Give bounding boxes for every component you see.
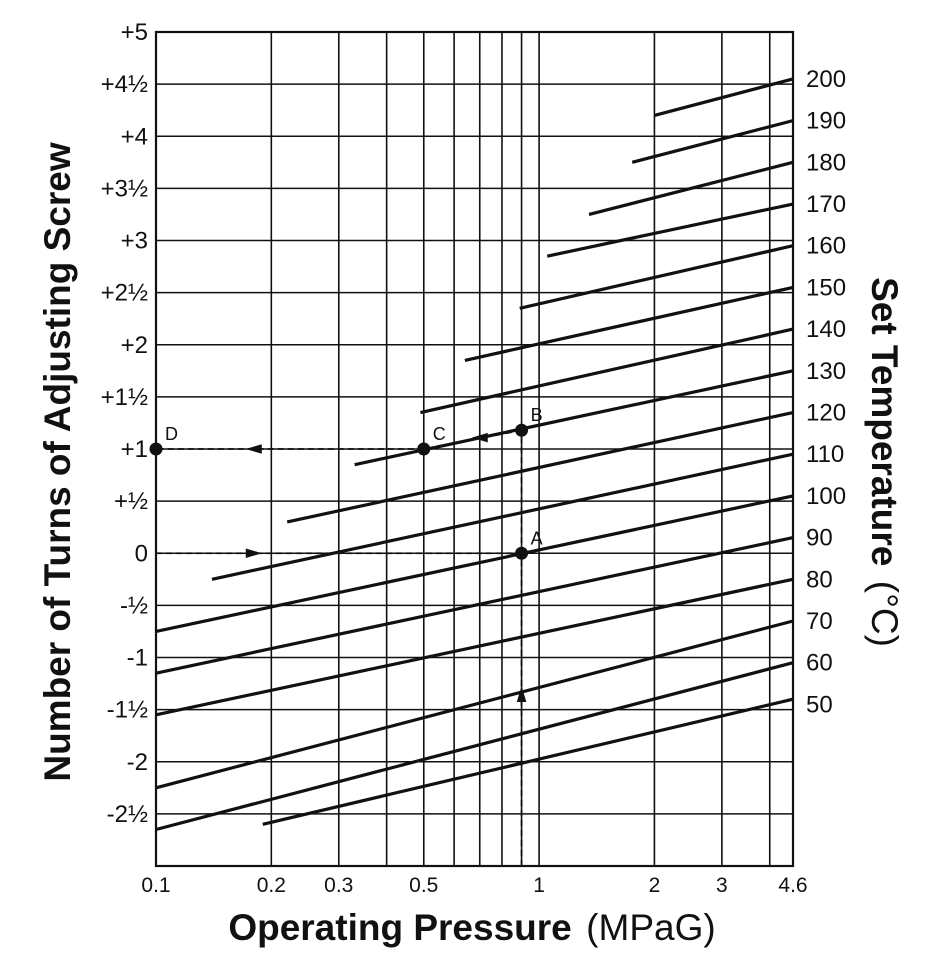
temperature-label-60: 60 <box>806 650 833 677</box>
y-tick-label: +4½ <box>101 71 148 98</box>
point-a <box>515 546 529 560</box>
temperature-label-140: 140 <box>806 316 846 343</box>
series-line-150 <box>464 285 794 362</box>
temperature-label-80: 80 <box>806 566 833 593</box>
x-tick-label: 4.6 <box>778 874 807 897</box>
guide-arrow <box>245 548 262 559</box>
point-label-c: C <box>433 424 446 444</box>
y-tick-label: +1½ <box>101 384 148 411</box>
y-tick-label: +2 <box>121 332 148 359</box>
temperature-label-100: 100 <box>806 483 846 510</box>
series-line-160 <box>519 244 794 310</box>
temperature-label-50: 50 <box>806 691 833 718</box>
temperature-label-200: 200 <box>806 66 846 93</box>
x-axis-label: Operating Pressure <box>228 907 571 948</box>
temperature-label-190: 190 <box>806 108 846 135</box>
series-line-70 <box>155 619 794 790</box>
y-tick-label: -2 <box>127 749 148 776</box>
series-line-180 <box>588 160 794 216</box>
x-axis-unit: (MPaG) <box>586 907 716 948</box>
temperature-label-130: 130 <box>806 358 846 385</box>
y-tick-label: +3½ <box>101 175 148 202</box>
series-line-110 <box>211 452 794 581</box>
y-tick-label: +4 <box>121 123 148 150</box>
y-tick-label: -1 <box>127 645 148 672</box>
set-temperature-axis-title: Set Temperature (°C) <box>864 277 905 647</box>
temperature-label-70: 70 <box>806 608 833 635</box>
y-tick-labels: +5 +4½ +4 +3½ +3 +2½ +2 +1½ +1 +½ 0 -½ -1 -1½ -2 -2½ <box>101 19 148 828</box>
y-axis-title: Number of Turns of Adjusting Screw <box>37 142 78 782</box>
point-b <box>515 423 529 437</box>
x-tick-label: 0.3 <box>324 874 353 897</box>
series-line-170 <box>546 202 794 258</box>
series-line-200 <box>654 77 794 117</box>
y-tick-label: +5 <box>121 19 148 46</box>
temperature-label-120: 120 <box>806 400 846 427</box>
y-tick-label: 0 <box>135 540 148 567</box>
y-tick-label: +½ <box>114 488 148 515</box>
series-line-90 <box>155 536 794 675</box>
guide-lines <box>156 429 527 866</box>
guide-arrow <box>245 444 262 454</box>
series-line-190 <box>631 119 794 164</box>
marked-points: A B C D <box>149 405 543 560</box>
y-tick-label: -1½ <box>107 697 148 724</box>
guide-line <box>423 429 522 450</box>
x-tick-label: 0.1 <box>141 874 170 897</box>
point-c <box>417 442 431 456</box>
series-line-60 <box>155 661 794 832</box>
y-tick-label: +1 <box>121 436 148 463</box>
temperature-label-160: 160 <box>806 233 846 260</box>
temperature-label-180: 180 <box>806 149 846 176</box>
guide-arrow <box>471 432 488 443</box>
x-axis-title: Operating Pressure (MPaG) <box>228 907 715 948</box>
series-line-140 <box>420 327 794 415</box>
temperature-label-90: 90 <box>806 525 833 552</box>
x-tick-labels: 0.1 0.2 0.3 0.5 1 2 3 4.6 <box>141 874 807 897</box>
x-tick-label: 3 <box>716 874 728 897</box>
point-label-b: B <box>531 405 543 425</box>
y-tick-label: +3 <box>121 228 148 255</box>
temperature-label-110: 110 <box>806 441 844 468</box>
y-tick-label: +2½ <box>101 280 148 307</box>
point-label-d: D <box>165 424 178 444</box>
point-d <box>149 442 163 456</box>
set-temperature-unit: (°C) <box>864 581 905 647</box>
series-line-120 <box>286 410 794 524</box>
x-tick-label: 2 <box>649 874 661 897</box>
temperature-label-170: 170 <box>806 191 846 218</box>
temperature-labels: 200 190 180 170 160 150 140 130 120 110 100 90 80 70 6… <box>806 66 846 718</box>
y-tick-label: -2½ <box>107 801 148 828</box>
x-tick-label: 0.5 <box>409 874 438 897</box>
series-line-100 <box>155 494 794 634</box>
set-temperature-label: Set Temperature <box>864 277 905 566</box>
y-tick-label: -½ <box>120 592 148 619</box>
guide-arrow <box>516 685 527 702</box>
point-label-a: A <box>531 528 543 548</box>
temperature-label-150: 150 <box>806 274 846 301</box>
series-line-80 <box>155 577 794 717</box>
x-tick-label: 1 <box>533 874 545 897</box>
x-tick-label: 0.2 <box>257 874 286 897</box>
series-lines <box>155 77 794 832</box>
series-line-50 <box>262 697 794 826</box>
